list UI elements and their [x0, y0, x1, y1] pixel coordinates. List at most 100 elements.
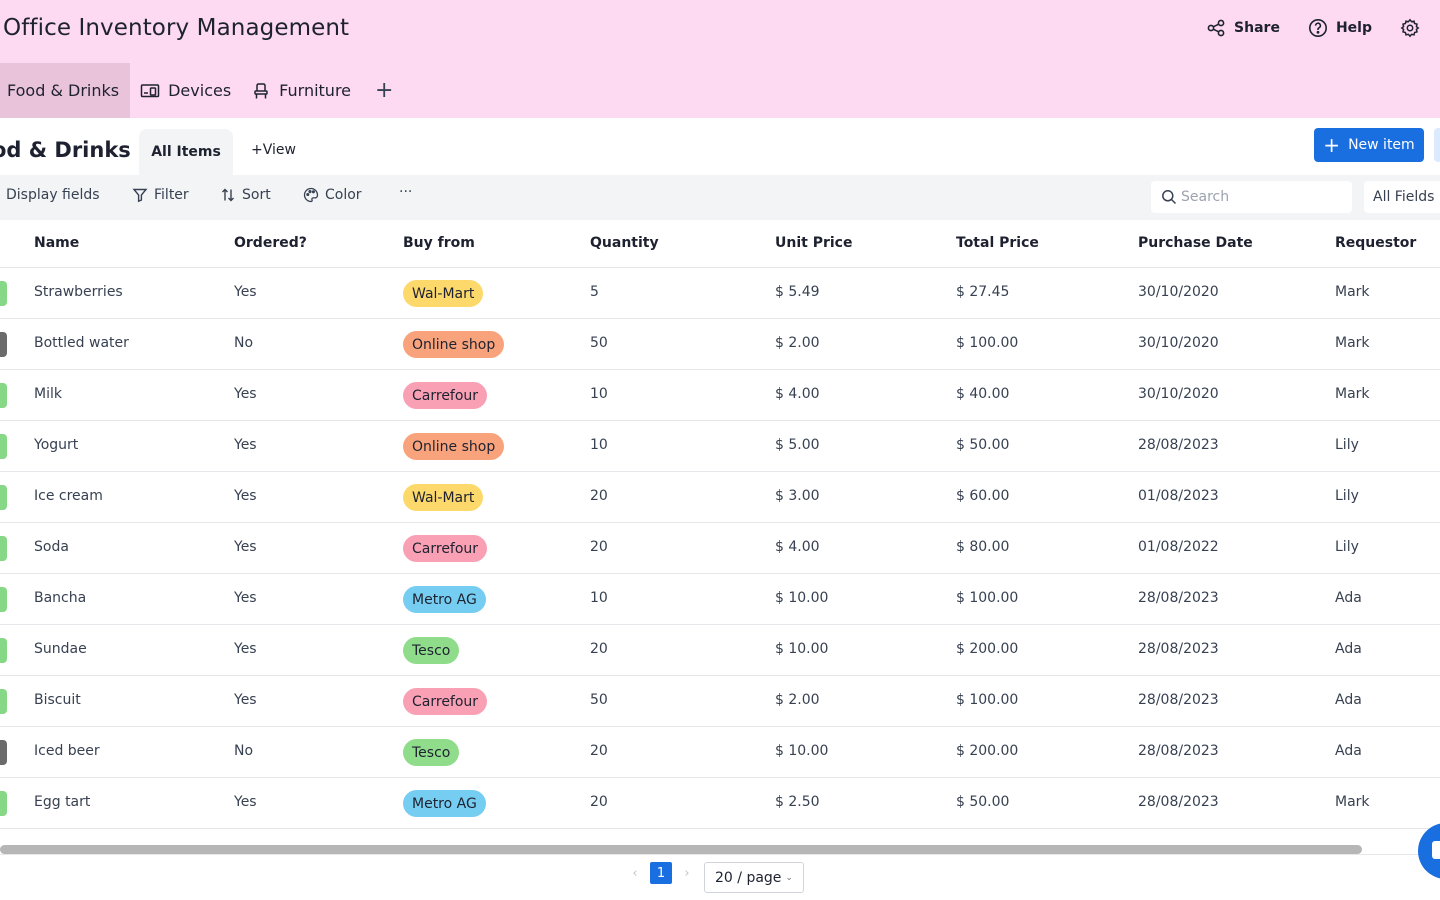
col-total-price-cell[interactable]: $ 100.00: [956, 335, 1019, 351]
col-quantity-cell[interactable]: 20: [590, 641, 608, 657]
vendor-tag[interactable]: Online shop: [403, 433, 505, 460]
col-total-price-cell[interactable]: $ 100.00: [956, 692, 1019, 708]
col-ordered-cell[interactable]: Yes: [234, 488, 257, 504]
vendor-tag[interactable]: Online shop: [403, 331, 505, 358]
header-col-name[interactable]: Name: [34, 235, 80, 251]
col-quantity-cell[interactable]: 20: [590, 794, 608, 810]
col-quantity-cell[interactable]: 20: [590, 539, 608, 555]
table-row[interactable]: Biscuit Yes Carrefour 50 $ 2.00 $ 100.00 28/08…: [0, 676, 1440, 727]
col-purchase-date-cell[interactable]: 28/08/2023: [1138, 437, 1219, 453]
col-total-price-cell[interactable]: $ 60.00: [956, 488, 1010, 504]
view-tab-all-items[interactable]: All Items: [139, 129, 233, 175]
col-unit-price-cell[interactable]: $ 2.50: [775, 794, 820, 810]
col-total-price-cell[interactable]: $ 200.00: [956, 743, 1019, 759]
col-purchase-date-cell[interactable]: 01/08/2023: [1138, 488, 1219, 504]
col-quantity-cell[interactable]: 10: [590, 437, 608, 453]
col-total-price-cell[interactable]: $ 80.00: [956, 539, 1010, 555]
table-row[interactable]: Milk Yes Carrefour 10 $ 4.00 $ 40.00 30/10/202…: [0, 370, 1440, 421]
col-unit-price-cell[interactable]: $ 4.00: [775, 539, 820, 555]
next-page-button[interactable]: ›: [684, 865, 690, 881]
col-ordered-cell[interactable]: Yes: [234, 437, 257, 453]
col-unit-price-cell[interactable]: $ 5.49: [775, 284, 820, 300]
header-col-quantity[interactable]: Quantity: [590, 235, 659, 251]
col-ordered-cell[interactable]: Yes: [234, 539, 257, 555]
col-requestor-cell[interactable]: Ada: [1335, 590, 1362, 606]
col-quantity-cell[interactable]: 5: [590, 284, 599, 300]
col-unit-price-cell[interactable]: $ 5.00: [775, 437, 820, 453]
col-requestor-cell[interactable]: Ada: [1335, 692, 1362, 708]
add-view-button[interactable]: +View: [251, 142, 296, 158]
vendor-tag[interactable]: Metro AG: [403, 586, 486, 613]
col-requestor-cell[interactable]: Ada: [1335, 641, 1362, 657]
col-purchase-date-cell[interactable]: 30/10/2020: [1138, 335, 1219, 351]
col-purchase-date-cell[interactable]: 28/08/2023: [1138, 641, 1219, 657]
col-name-cell[interactable]: Bancha: [34, 590, 87, 606]
chat-button[interactable]: [1418, 823, 1440, 879]
settings-button[interactable]: [1400, 18, 1420, 38]
col-requestor-cell[interactable]: Mark: [1335, 794, 1370, 810]
vendor-tag[interactable]: Tesco: [403, 739, 460, 766]
table-row[interactable]: Sundae Yes Tesco 20 $ 10.00 $ 200.00 28/08/202…: [0, 625, 1440, 676]
col-ordered-cell[interactable]: Yes: [234, 284, 257, 300]
col-purchase-date-cell[interactable]: 28/08/2023: [1138, 743, 1219, 759]
col-total-price-cell[interactable]: $ 100.00: [956, 590, 1019, 606]
col-name-cell[interactable]: Strawberries: [34, 284, 123, 300]
col-requestor-cell[interactable]: Ada: [1335, 743, 1362, 759]
header-col-requestor[interactable]: Requestor: [1335, 235, 1417, 251]
header-col-total-price[interactable]: Total Price: [956, 235, 1039, 251]
horizontal-scrollbar-thumb[interactable]: [0, 845, 1362, 854]
col-purchase-date-cell[interactable]: 28/08/2023: [1138, 590, 1219, 606]
vendor-tag[interactable]: Carrefour: [403, 382, 488, 409]
col-total-price-cell[interactable]: $ 50.00: [956, 794, 1010, 810]
table-row[interactable]: Egg tart Yes Metro AG 20 $ 2.50 $ 50.00 28/08/…: [0, 778, 1440, 829]
col-unit-price-cell[interactable]: $ 3.00: [775, 488, 820, 504]
col-unit-price-cell[interactable]: $ 10.00: [775, 641, 829, 657]
col-ordered-cell[interactable]: Yes: [234, 386, 257, 402]
header-col-unit-price[interactable]: Unit Price: [775, 235, 853, 251]
col-name-cell[interactable]: Milk: [34, 386, 62, 402]
col-requestor-cell[interactable]: Mark: [1335, 386, 1370, 402]
col-unit-price-cell[interactable]: $ 10.00: [775, 590, 829, 606]
vendor-tag[interactable]: Wal-Mart: [403, 484, 484, 511]
add-table-button[interactable]: +: [361, 63, 409, 118]
vendor-tag[interactable]: Tesco: [403, 637, 460, 664]
display-fields-button[interactable]: Display fields: [0, 187, 100, 203]
share-button[interactable]: Share: [1206, 18, 1280, 38]
page-size-select[interactable]: 20 / page ⌄: [704, 862, 804, 893]
col-purchase-date-cell[interactable]: 28/08/2023: [1138, 794, 1219, 810]
page-number[interactable]: 1: [650, 862, 672, 884]
col-unit-price-cell[interactable]: $ 4.00: [775, 386, 820, 402]
vendor-tag[interactable]: Carrefour: [403, 535, 488, 562]
col-quantity-cell[interactable]: 20: [590, 743, 608, 759]
col-name-cell[interactable]: Egg tart: [34, 794, 91, 810]
col-name-cell[interactable]: Iced beer: [34, 743, 100, 759]
vendor-tag[interactable]: Wal-Mart: [403, 280, 484, 307]
table-row[interactable]: Bancha Yes Metro AG 10 $ 10.00 $ 100.00 28/08/…: [0, 574, 1440, 625]
col-name-cell[interactable]: Biscuit: [34, 692, 81, 708]
col-ordered-cell[interactable]: No: [234, 743, 254, 759]
more-options-button[interactable]: ···: [399, 184, 412, 200]
col-total-price-cell[interactable]: $ 40.00: [956, 386, 1010, 402]
col-total-price-cell[interactable]: $ 200.00: [956, 641, 1019, 657]
sort-button[interactable]: Sort: [220, 187, 271, 203]
col-ordered-cell[interactable]: Yes: [234, 641, 257, 657]
col-name-cell[interactable]: Bottled water: [34, 335, 129, 351]
search-input[interactable]: [1181, 189, 1341, 205]
col-quantity-cell[interactable]: 50: [590, 335, 608, 351]
col-purchase-date-cell[interactable]: 28/08/2023: [1138, 692, 1219, 708]
col-ordered-cell[interactable]: Yes: [234, 590, 257, 606]
vendor-tag[interactable]: Carrefour: [403, 688, 488, 715]
table-row[interactable]: Soda Yes Carrefour 20 $ 4.00 $ 80.00 01/08/202…: [0, 523, 1440, 574]
col-name-cell[interactable]: Soda: [34, 539, 69, 555]
col-name-cell[interactable]: Sundae: [34, 641, 87, 657]
col-requestor-cell[interactable]: Lily: [1335, 539, 1359, 555]
col-requestor-cell[interactable]: Lily: [1335, 437, 1359, 453]
prev-page-button[interactable]: ‹: [632, 865, 638, 881]
tab-food-drinks[interactable]: Food & Drinks: [0, 63, 131, 118]
header-col-buy-from[interactable]: Buy from: [403, 235, 475, 251]
col-unit-price-cell[interactable]: $ 10.00: [775, 743, 829, 759]
tab-devices[interactable]: Devices: [130, 63, 241, 118]
vendor-tag[interactable]: Metro AG: [403, 790, 486, 817]
col-purchase-date-cell[interactable]: 01/08/2022: [1138, 539, 1219, 555]
col-quantity-cell[interactable]: 10: [590, 386, 608, 402]
